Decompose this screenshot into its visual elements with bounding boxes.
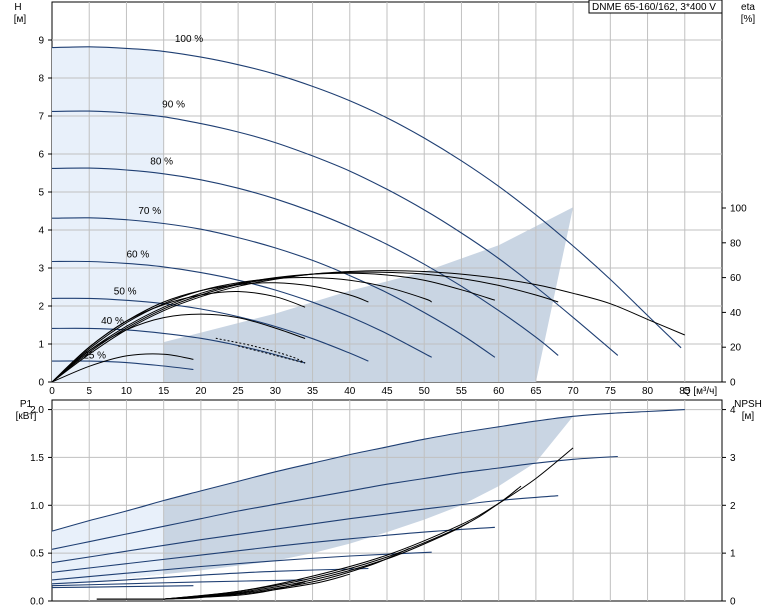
npsh-axis-label: NPSH — [734, 399, 762, 410]
qh-y-tick-label: 1 — [38, 340, 44, 351]
power-y-tick-label: 2.0 — [30, 405, 44, 416]
power-y2-tick-label: 2 — [730, 501, 736, 512]
npsh-curve-70 — [163, 547, 410, 600]
speed-label-100: 100 % — [175, 34, 203, 45]
power-curve-60 — [51, 551, 432, 581]
qh-x-tick-label: 40 — [344, 386, 356, 397]
power-y-tick-label: 0.0 — [30, 597, 44, 608]
npsh-curve-25 — [163, 595, 209, 600]
qh-curve-40 — [51, 327, 306, 364]
speed-label-60: 60 % — [126, 249, 149, 260]
q-axis-label: Q [м³/ч] — [683, 386, 718, 397]
qh-x-tick-label: 35 — [307, 386, 319, 397]
power-curve-25 — [51, 585, 194, 589]
speed-label-90: 90 % — [162, 100, 185, 111]
power-y2-tick-label: 0 — [730, 597, 736, 608]
power-y2-tick-label: 4 — [730, 405, 736, 416]
qh-y-tick-label: 6 — [38, 150, 44, 161]
qh-curve-100 — [51, 46, 682, 349]
qh-y-tick-label: 4 — [38, 226, 44, 237]
h-axis-unit: [м] — [14, 14, 27, 25]
h-axis-label: H — [14, 2, 21, 13]
qh-y2-tick-label: 0 — [730, 378, 736, 389]
p1-axis-label: P1 — [20, 399, 33, 410]
qh-y-tick-label: 0 — [38, 378, 44, 389]
power-y-tick-label: 1.5 — [30, 453, 44, 464]
p1-axis-unit: [кВт] — [16, 411, 37, 422]
power-y2-tick-label: 3 — [730, 453, 736, 464]
power-curve-100 — [51, 409, 685, 532]
model-label: DNME 65-160/162, 3*400 V — [592, 2, 716, 13]
qh-dashed-curve — [237, 345, 306, 364]
qh-x-tick-label: 10 — [121, 386, 133, 397]
qh-y2-tick-label: 60 — [730, 273, 742, 284]
power-curve-70 — [51, 526, 495, 573]
speed-label-40: 40 % — [101, 316, 124, 327]
power-y-tick-label: 0.5 — [30, 549, 44, 560]
qh-x-tick-label: 45 — [381, 386, 393, 397]
power-panel: 0.0 0.5 1.0 1.5 2.0 0 1 2 3 4 — [30, 399, 736, 608]
qh-y-tick-label: 3 — [38, 264, 44, 275]
qh-x-tick-label: 70 — [568, 386, 580, 397]
qh-operating-area — [52, 207, 574, 382]
qh-curve-90 — [51, 110, 619, 356]
qh-x-tick-label: 65 — [530, 386, 542, 397]
qh-curve-80 — [51, 167, 559, 356]
qh-y2-tick-label: 80 — [730, 238, 742, 249]
eta-curve-40 — [51, 313, 306, 383]
eta-curve-100 — [51, 270, 685, 383]
qh-y-tick-label: 8 — [38, 74, 44, 85]
speed-label-25: 25 % — [83, 350, 106, 361]
eta-curve-25 — [51, 353, 194, 383]
power-low-speed-area — [52, 500, 164, 585]
qh-y2-tick-label: 40 — [730, 308, 742, 319]
qh-curve-60 — [51, 260, 432, 358]
qh-x-tick-label: 0 — [49, 386, 55, 397]
speed-label-50: 50 % — [114, 287, 137, 298]
qh-curve-50 — [51, 297, 369, 362]
npsh-curve-90 — [163, 485, 522, 600]
speed-label-70: 70 % — [138, 206, 161, 217]
eta-axis-label: eta — [741, 2, 755, 13]
npsh-curve-80 — [163, 522, 470, 600]
eta-curve-80 — [51, 272, 496, 383]
qh-y2-tick-label: 20 — [730, 343, 742, 354]
qh-x-tick-label: 50 — [419, 386, 431, 397]
eta-curve-50 — [51, 290, 306, 383]
qh-x-tick-label: 75 — [605, 386, 617, 397]
eta-axis-unit: [%] — [741, 14, 756, 25]
power-curve-40 — [51, 579, 306, 587]
power-curve-80 — [51, 495, 559, 564]
npsh-axis-unit: [м] — [742, 411, 755, 422]
eta-curve-70 — [51, 276, 432, 383]
qh-dashed-curve — [215, 337, 306, 364]
qh-x-tick-label: 5 — [86, 386, 92, 397]
qh-y-tick-label: 2 — [38, 302, 44, 313]
power-curve-50 — [51, 567, 369, 585]
qh-x-tick-label: 85 — [679, 386, 691, 397]
power-curve-90 — [51, 455, 618, 550]
qh-x-tick-label: 55 — [456, 386, 468, 397]
qh-curve-70 — [51, 217, 496, 358]
qh-x-tick-label: 25 — [233, 386, 245, 397]
qh-x-tick-label: 60 — [493, 386, 505, 397]
qh-y2-tick-label: 100 — [730, 204, 747, 215]
speed-label-80: 80 % — [150, 157, 173, 168]
qh-y-tick-label: 7 — [38, 112, 44, 123]
model-label-box — [588, 0, 723, 14]
qh-y-tick-label: 9 — [38, 36, 44, 47]
power-y2-tick-label: 1 — [730, 549, 736, 560]
qh-x-tick-label: 30 — [270, 386, 282, 397]
qh-x-tick-label: 20 — [195, 386, 207, 397]
power-y-tick-label: 1.0 — [30, 501, 44, 512]
qh-x-tick-label: 15 — [158, 386, 170, 397]
qh-y-tick-label: 5 — [38, 188, 44, 199]
qh-x-tick-label: 80 — [642, 386, 654, 397]
